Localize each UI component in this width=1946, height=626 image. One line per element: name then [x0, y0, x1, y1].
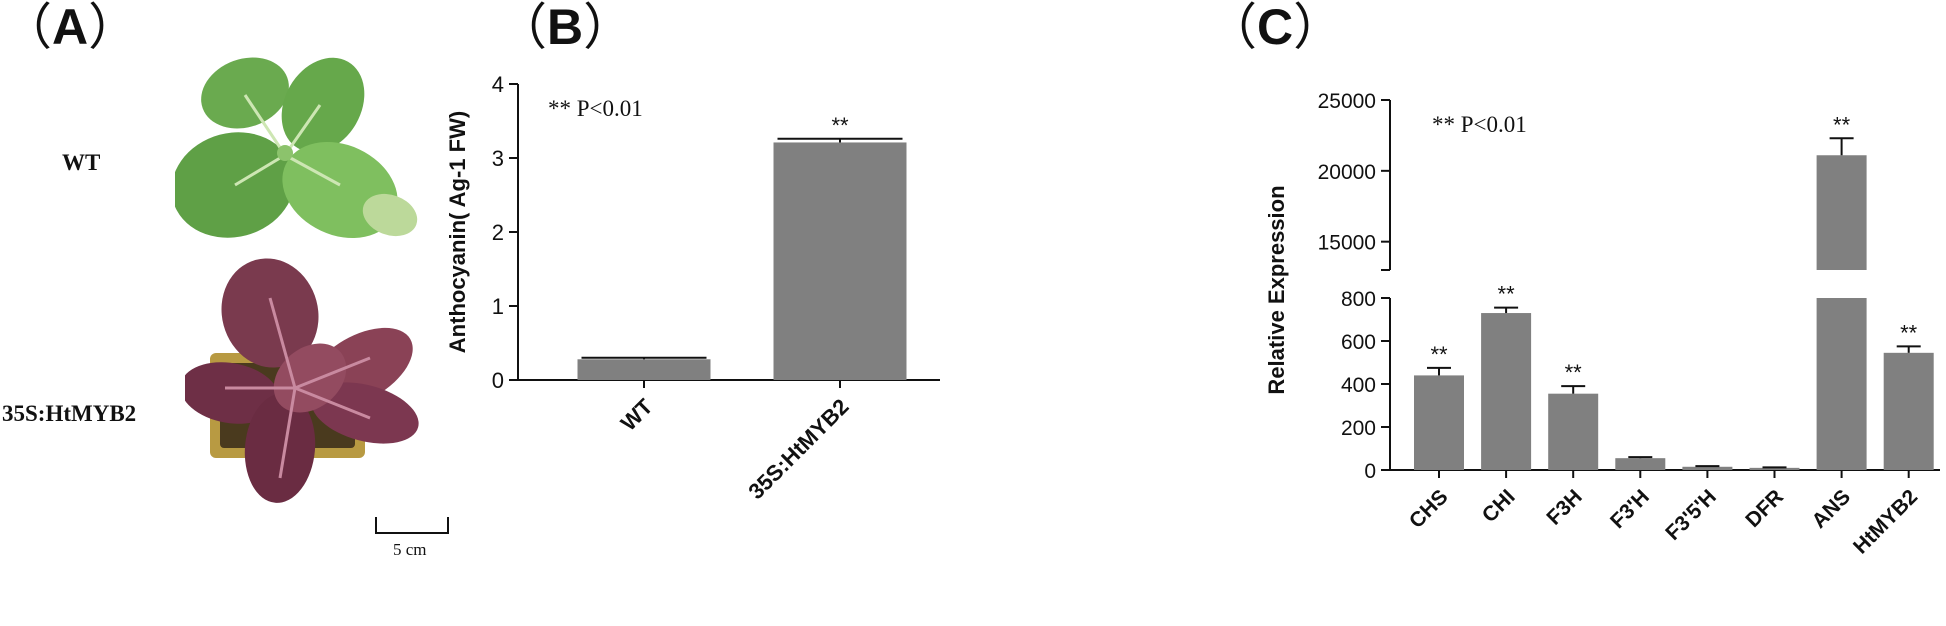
y-tick-label: 0 [492, 368, 504, 393]
y-tick-label: 600 [1341, 331, 1376, 354]
y-tick-label: 20000 [1318, 161, 1376, 184]
scale-bar-label: 5 cm [393, 540, 427, 559]
bar-f3h [1615, 458, 1666, 470]
panel-b-letter: B [547, 0, 584, 55]
wt-plant-leaves [175, 57, 418, 239]
bar-dfr [1749, 467, 1800, 470]
wt-plant-image [175, 57, 418, 239]
y-tick-label: 3 [492, 146, 504, 171]
transgenic-plant-image [185, 258, 419, 503]
transgenic-plant-label: 35S:HtMYB2 [2, 401, 137, 426]
bar-chi [1481, 313, 1532, 470]
x-tick-label: DFR [1741, 485, 1788, 532]
y-axis-label: Anthocyanin( Ag-1 FW) [445, 111, 470, 353]
x-tick-label: F3'H [1606, 485, 1654, 533]
bar-wt [577, 359, 711, 380]
y-tick-label: 15000 [1318, 232, 1376, 255]
significance-marker: ** [1833, 112, 1851, 137]
bar-f35h [1682, 466, 1733, 470]
significance-marker: ** [831, 113, 849, 138]
y-tick-label: 4 [492, 72, 504, 97]
x-tick-label: HtMYB2 [1849, 485, 1922, 558]
y-tick-label: 2 [492, 220, 504, 245]
x-tick-label: CHS [1405, 485, 1453, 533]
panel-a-label: （A） [2, 0, 139, 56]
y-tick-label: 25000 [1318, 90, 1376, 113]
significance-note: ** P<0.01 [1432, 112, 1527, 137]
panel-b-label: （B） [497, 0, 634, 56]
x-tick-label: F3H [1542, 485, 1586, 529]
bar-htmyb2 [1883, 352, 1934, 470]
significance-marker: ** [1900, 320, 1918, 345]
panel-c-letter: C [1257, 0, 1294, 55]
panel-a-letter: A [52, 0, 89, 55]
x-tick-label: F3'5'H [1661, 485, 1721, 545]
bar-35shtmyb2 [773, 142, 907, 380]
significance-marker: ** [1498, 282, 1516, 307]
y-tick-label: 400 [1341, 374, 1376, 397]
bar-ans [1816, 298, 1867, 470]
y-tick-label: 0 [1364, 460, 1376, 483]
bar-chs [1414, 375, 1464, 470]
y-axis-label: Relative Expression [1264, 185, 1289, 394]
bar-ans-upper [1816, 155, 1867, 270]
y-tick-label: 200 [1341, 417, 1376, 440]
panel-c-label: （C） [1207, 0, 1344, 56]
significance-marker: ** [1565, 360, 1583, 385]
y-tick-label: 1 [492, 294, 504, 319]
wt-plant-label: WT [62, 150, 101, 175]
x-tick-label: CHI [1478, 485, 1520, 527]
bar-f3h [1548, 393, 1599, 470]
scale-bar [375, 517, 449, 534]
transgenic-plant-leaves [185, 258, 419, 503]
significance-marker: ** [1430, 342, 1448, 367]
chart-c-plot: 15000 20000 25000 0 200 400 600 800 ** CHS ** CHI **… [1264, 90, 1940, 558]
y-tick-label: 800 [1341, 288, 1376, 311]
x-tick-label: ANS [1808, 485, 1856, 533]
significance-note: ** P<0.01 [548, 96, 643, 121]
